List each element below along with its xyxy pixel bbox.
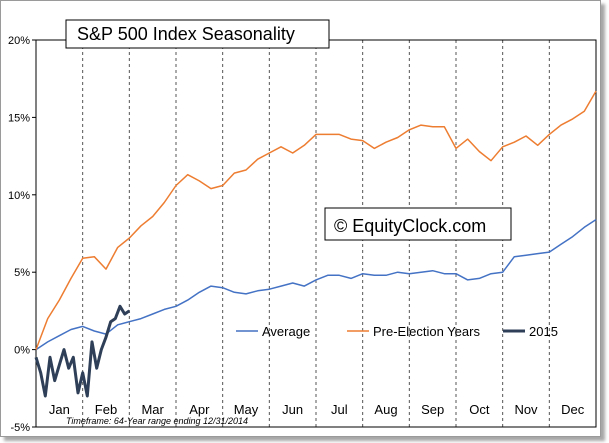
- footnote: Timeframe: 64-Year range ending 12/31/20…: [66, 416, 248, 426]
- watermark: © EquityClock.com: [334, 216, 486, 236]
- watermark-box: © EquityClock.com: [324, 207, 512, 241]
- x-tick-label-feb: Feb: [95, 402, 117, 417]
- y-tick-label: 20%: [8, 35, 30, 47]
- series-line-pre-election-years: [35, 90, 597, 350]
- y-tick-label: 5%: [14, 267, 30, 279]
- x-tick-label-oct: Oct: [469, 402, 490, 417]
- x-tick-label-sep: Sep: [421, 402, 444, 417]
- x-tick-label-jan: Jan: [49, 402, 70, 417]
- x-tick-label-mar: Mar: [141, 402, 164, 417]
- y-tick-label: 15%: [8, 112, 30, 124]
- legend: Average Pre-Election Years 2015: [236, 324, 558, 339]
- x-axis-month-labels: Jan Feb Mar Apr May Jun Jul Aug Sep Oct Nov Dec: [49, 402, 585, 417]
- x-tick-label-nov: Nov: [514, 402, 538, 417]
- x-tick-label-jul: Jul: [331, 402, 348, 417]
- x-tick-label-jun: Jun: [282, 402, 303, 417]
- x-tick-label-aug: Aug: [374, 402, 397, 417]
- legend-label-2015: 2015: [529, 324, 558, 339]
- legend-label-average: Average: [262, 324, 310, 339]
- x-tick-label-dec: Dec: [561, 402, 585, 417]
- series-line-2015: [34, 304, 131, 398]
- chart-title-box: S&P 500 Index Seasonality: [65, 19, 330, 49]
- series-lines: [34, 90, 597, 398]
- y-tick-label: 10%: [8, 190, 30, 202]
- x-tick-label-may: May: [234, 402, 259, 417]
- x-tick-label-apr: Apr: [189, 402, 210, 417]
- y-tick-label: -5%: [10, 422, 30, 434]
- legend-label-pre-election-years: Pre-Election Years: [373, 324, 480, 339]
- series-line-average: [35, 218, 597, 351]
- chart-title: S&P 500 Index Seasonality: [77, 24, 295, 44]
- y-axis-ticks: -5% 0% 5% 10% 15% 20%: [8, 35, 36, 434]
- y-tick-label: 0%: [14, 345, 30, 357]
